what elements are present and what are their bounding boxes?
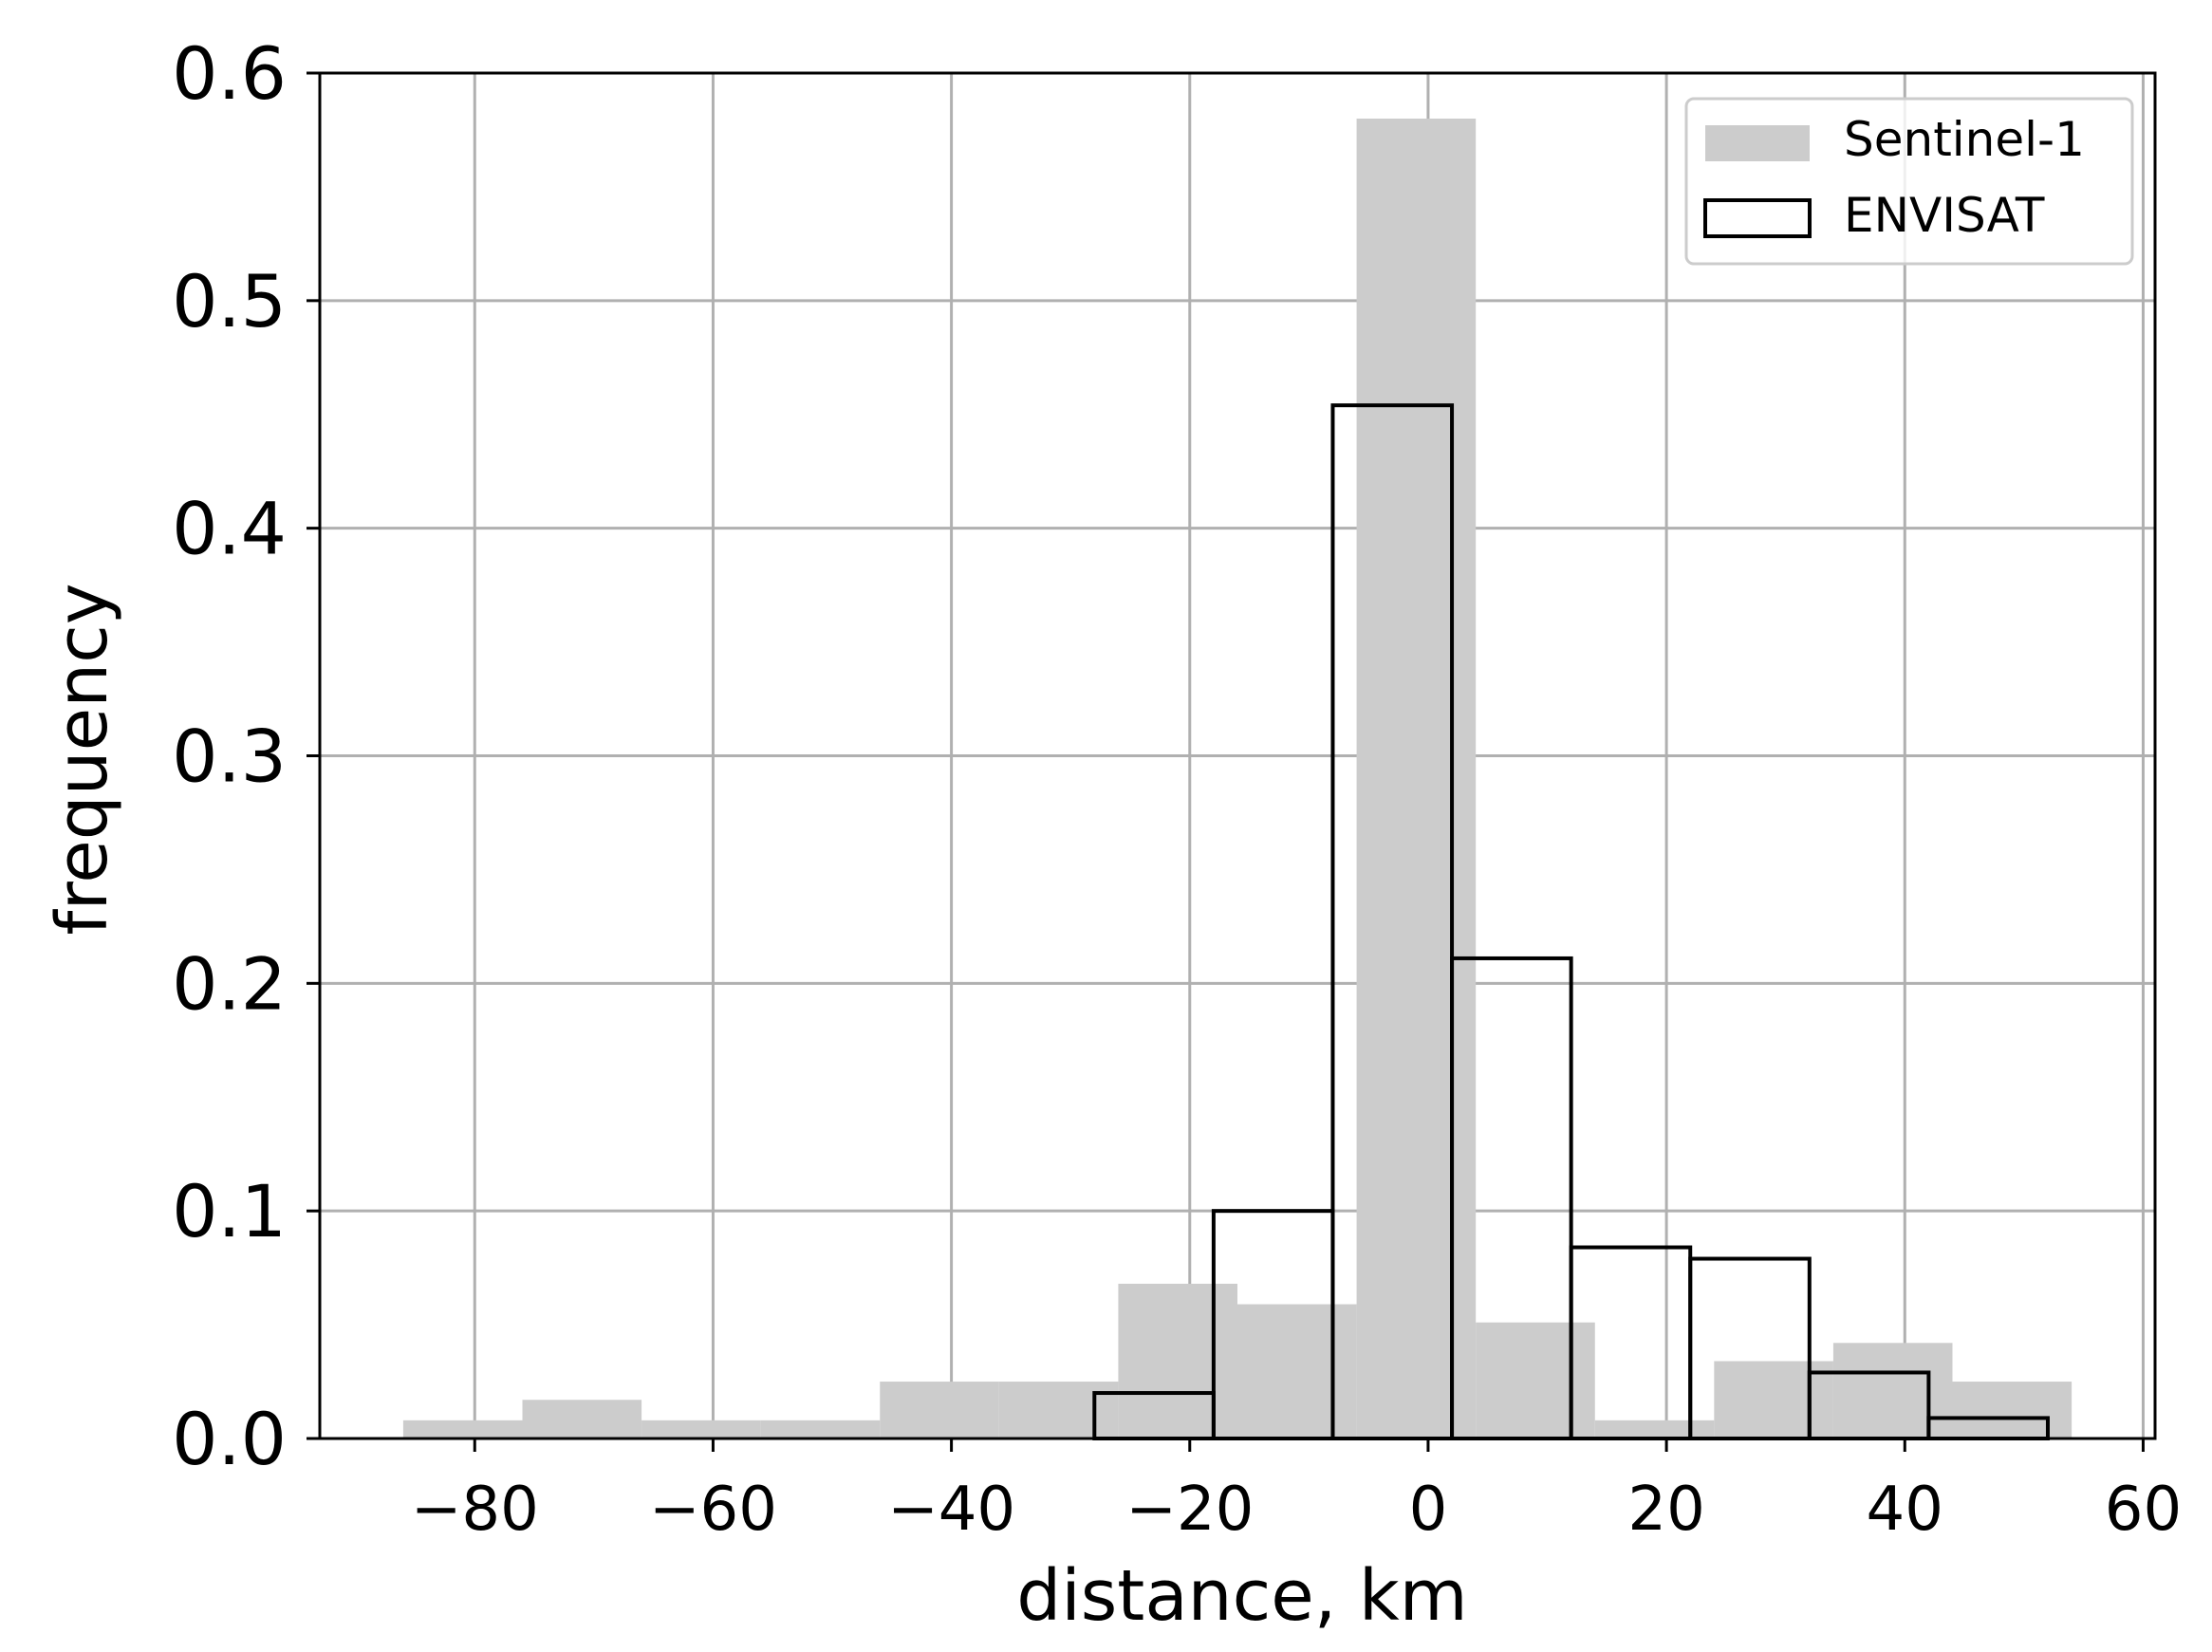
x-tick-label: 60 bbox=[2105, 1475, 2182, 1545]
bar-sentinel-1 bbox=[641, 1420, 761, 1439]
y-tick-label: 0.5 bbox=[172, 259, 287, 343]
y-tick-label: 0.3 bbox=[172, 715, 287, 799]
x-tick-label: 40 bbox=[1867, 1475, 1943, 1545]
bar-sentinel-1 bbox=[522, 1400, 642, 1439]
y-tick-label: 0.4 bbox=[172, 487, 287, 571]
bar-sentinel-1 bbox=[998, 1382, 1119, 1439]
y-tick-label: 0.1 bbox=[172, 1169, 287, 1253]
bar-sentinel-1 bbox=[1356, 118, 1477, 1439]
legend-swatch-sentinel-1 bbox=[1705, 125, 1810, 161]
legend-label-sentinel-1: Sentinel-1 bbox=[1844, 112, 2085, 167]
x-tick-label: −60 bbox=[649, 1475, 777, 1545]
y-tick-label: 0.0 bbox=[172, 1397, 287, 1481]
legend-label-envisat: ENVISAT bbox=[1844, 188, 2045, 243]
bar-sentinel-1 bbox=[880, 1382, 999, 1439]
axes bbox=[307, 71, 2157, 1452]
bar-sentinel-1 bbox=[1832, 1343, 1953, 1439]
x-tick-label: 20 bbox=[1627, 1475, 1704, 1545]
legend-swatch-envisat bbox=[1703, 198, 1812, 238]
y-axis-label: frequency bbox=[42, 583, 123, 935]
bar-sentinel-1 bbox=[402, 1420, 523, 1439]
y-tick-label: 0.2 bbox=[172, 941, 287, 1026]
x-tick-label: −80 bbox=[411, 1475, 539, 1545]
x-tick-label: −40 bbox=[887, 1475, 1015, 1545]
bar-sentinel-1 bbox=[1118, 1283, 1237, 1439]
x-tick-label: −20 bbox=[1125, 1475, 1254, 1545]
bar-sentinel-1 bbox=[1476, 1322, 1595, 1439]
bar-sentinel-1 bbox=[760, 1420, 881, 1439]
legend: Sentinel-1 ENVISAT bbox=[1684, 97, 2134, 266]
bar-sentinel-1 bbox=[1594, 1420, 1715, 1439]
tick-labels: −80 −60 −40 −20 0 20 40 60 0.0 0.1 0.2 0.3 0.4 0.5 0.6 bbox=[172, 31, 2182, 1545]
x-tick-label: 0 bbox=[1409, 1475, 1448, 1545]
series-sentinel-1 bbox=[402, 118, 2073, 1439]
bar-sentinel-1 bbox=[1237, 1304, 1357, 1439]
bar-sentinel-1 bbox=[1952, 1382, 2073, 1439]
x-axis-label: distance, km bbox=[1016, 1555, 1468, 1637]
y-tick-label: 0.6 bbox=[172, 31, 287, 116]
